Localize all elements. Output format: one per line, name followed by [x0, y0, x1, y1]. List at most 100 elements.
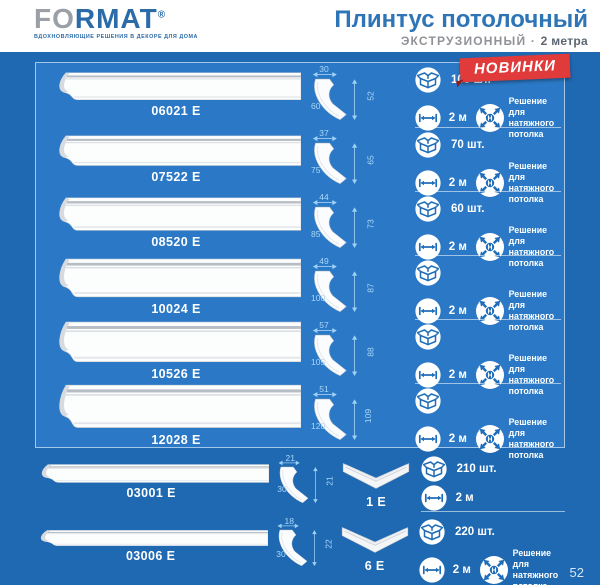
page-titles: Плинтус потолочный ЭКСТРУЗИОННЫЙ · 2 мет… — [334, 5, 588, 48]
product-info: 2 м Решение для натяжного потолка — [415, 255, 561, 332]
new-items-banner: НОВИНКИ — [459, 53, 571, 83]
package-icon — [415, 388, 441, 414]
brand-logo: FORMAT® ВДОХНОВЛЯЮЩИЕ РЕШЕНИЯ В ДЕКОРЕ Д… — [34, 5, 198, 40]
length-line: 2 м Решение для натяжного потолка — [415, 417, 561, 461]
brand-tagline: ВДОХНОВЛЯЮЩИЕ РЕШЕНИЯ В ДЕКОРЕ ДЛЯ ДОМА — [34, 34, 198, 40]
product-code: 08520 E — [151, 235, 201, 249]
dimension-height: 73 — [365, 219, 376, 229]
plinth-profile-image — [51, 72, 301, 102]
product-code: 03001 E — [126, 486, 176, 500]
cross-section-drawing — [310, 195, 362, 251]
cross-section-drawing — [275, 519, 321, 569]
stretch-ceiling-icon — [479, 555, 509, 585]
cross-section-diagram: 49 100 87 — [306, 255, 376, 319]
stretch-ceiling-label: Решение для натяжного потолка — [512, 548, 559, 585]
corner-piece: 1 E — [332, 452, 421, 512]
dimension-side: 30 — [276, 549, 286, 559]
product-code: 12028 E — [151, 432, 201, 447]
corner-piece-image — [339, 520, 411, 556]
plinth-profile-image — [51, 384, 301, 431]
stretch-ceiling-label: Решение для натяжного потолка — [508, 289, 555, 332]
stretch-ceiling-label: Решение для натяжного потолка — [508, 225, 555, 268]
package-icon — [415, 132, 441, 158]
length-label: 2 м — [452, 563, 471, 576]
product-row: 06021 E 30 60 52 100 шт. 2 м — [36, 63, 564, 139]
cross-section-diagram: 21 30 21 — [272, 452, 335, 512]
dimension-height: 88 — [365, 347, 376, 357]
corner-piece: 6 E — [330, 515, 419, 577]
product-image-area: 06021 E — [36, 63, 306, 127]
product-info: 70 шт. 2 м Решение для натяжного потолка — [415, 127, 561, 204]
stretch-ceiling-icon — [475, 424, 505, 454]
quantity-label: 60 шт. — [451, 203, 485, 215]
product-info: 220 шт. 2 м Решение для натяжного потолк… — [419, 515, 565, 585]
quantity-line: 60 шт. — [415, 196, 561, 222]
dimension-top: 21 — [285, 453, 296, 463]
product-row: 12028 E 51 120 109 2 м — [36, 383, 564, 460]
length-label: 2 м — [448, 432, 467, 445]
cross-section-diagram: 30 60 52 — [306, 63, 375, 127]
dimension-top: 18 — [284, 516, 295, 526]
length-line: 2 м — [421, 485, 565, 511]
quantity-line — [415, 324, 561, 350]
dimension-side: 30 — [277, 484, 287, 494]
new-products-panel: НОВИНКИ 06021 E 30 60 52 100 шт. — [35, 53, 571, 460]
stretch-ceiling-label: Решение для натяжного потолка — [508, 353, 555, 396]
dimension-top: 51 — [319, 384, 329, 394]
quantity-line — [415, 260, 561, 286]
quantity-label: 210 шт. — [456, 463, 497, 475]
plinth-profile-image — [51, 135, 301, 168]
dimension-side: 75 — [311, 165, 321, 175]
registered-mark: ® — [157, 9, 167, 21]
product-row: 10526 E 57 105 88 2 м — [36, 319, 564, 396]
corner-code: 1 E — [366, 494, 387, 509]
dimension-height: 87 — [365, 283, 376, 293]
product-image-area: 10024 E — [36, 255, 306, 319]
dimension-top: 44 — [319, 192, 329, 202]
product-info: 2 м Решение для натяжного потолка — [415, 319, 561, 396]
package-icon — [415, 324, 441, 350]
product-image-area: 10526 E — [36, 319, 306, 383]
dimension-top: 57 — [319, 320, 329, 330]
dimension-side: 120 — [311, 421, 326, 431]
product-info: 210 шт. 2 м — [420, 452, 565, 512]
quantity-line — [415, 388, 561, 414]
product-row: 10024 E 49 100 87 2 м — [36, 255, 564, 332]
dimension-top: 30 — [319, 64, 329, 74]
length-label: 2 м — [448, 368, 467, 381]
product-code: 03006 E — [125, 548, 176, 563]
quantity-label: 220 шт. — [455, 526, 495, 538]
product-image-area: 03001 E — [30, 452, 272, 512]
dimension-height: 21 — [324, 476, 335, 486]
plinth-profile-image — [51, 258, 301, 300]
length-label: 2 м — [448, 111, 467, 124]
product-row: 07522 E 37 75 65 70 шт. 2 м — [36, 127, 564, 204]
cross-section-diagram: 57 105 88 — [306, 319, 376, 383]
page-header: FORMAT® ВДОХНОВЛЯЮЩИЕ РЕШЕНИЯ В ДЕКОРЕ Д… — [0, 0, 600, 52]
corner-piece-image — [340, 456, 412, 492]
dimension-side: 60 — [311, 101, 321, 111]
cross-section-drawing — [310, 387, 362, 443]
page-subtitle: ЭКСТРУЗИОННЫЙ · 2 метра — [334, 34, 588, 48]
length-label: 2 м — [448, 176, 467, 189]
product-code: 07522 E — [151, 169, 201, 184]
cross-section-diagram: 51 120 109 — [306, 383, 373, 447]
dimension-height: 22 — [323, 539, 334, 549]
corner-code: 6 E — [364, 558, 385, 573]
product-code: 10526 E — [151, 367, 201, 381]
length-line: 2 м Решение для натяжного потолка — [415, 225, 561, 269]
length-icon — [415, 426, 441, 452]
plinth-profile-image — [51, 197, 301, 233]
page-number: 52 — [569, 565, 584, 580]
length-line: 2 м Решение для натяжного потолка — [415, 96, 561, 140]
package-icon — [419, 519, 445, 545]
cross-section-drawing — [310, 131, 362, 187]
product-code: 10024 E — [151, 302, 201, 316]
logo-part-blue: RMAT — [74, 3, 158, 34]
package-icon — [415, 67, 441, 93]
plinth-profile-image — [34, 464, 269, 484]
stretch-ceiling-label: Решение для натяжного потолка — [508, 96, 555, 139]
product-info: 2 м Решение для натяжного потолка — [415, 383, 561, 460]
cross-section-drawing — [310, 259, 362, 315]
